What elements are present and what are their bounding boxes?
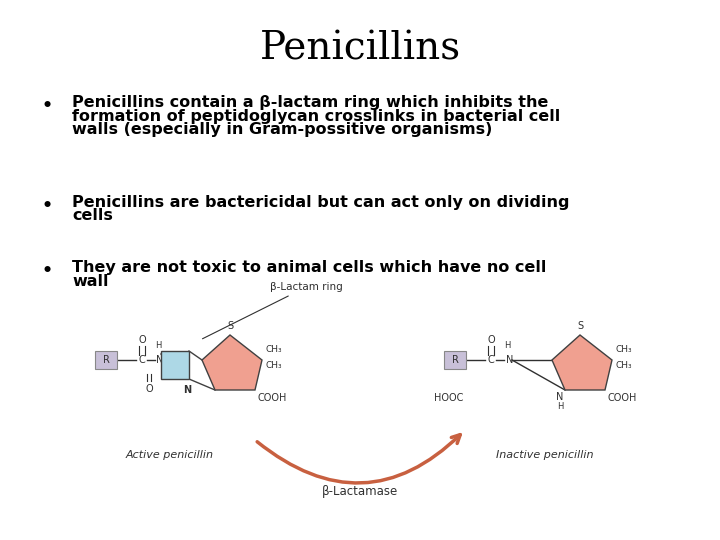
Text: wall: wall xyxy=(72,273,109,288)
FancyBboxPatch shape xyxy=(444,351,466,369)
Text: CH₃: CH₃ xyxy=(616,346,633,354)
Text: Active penicillin: Active penicillin xyxy=(126,450,214,460)
Polygon shape xyxy=(202,335,262,390)
Text: cells: cells xyxy=(72,208,113,224)
Text: O: O xyxy=(138,335,146,345)
Text: S: S xyxy=(577,321,583,331)
Text: formation of peptidoglycan crosslinks in bacterial cell: formation of peptidoglycan crosslinks in… xyxy=(72,109,560,124)
Polygon shape xyxy=(552,335,612,390)
Text: β-Lactamase: β-Lactamase xyxy=(322,485,398,498)
Text: N: N xyxy=(183,385,191,395)
Text: Penicillins contain a β-lactam ring which inhibits the: Penicillins contain a β-lactam ring whic… xyxy=(72,95,549,110)
Text: •: • xyxy=(42,262,53,280)
Text: C: C xyxy=(487,355,495,365)
Text: •: • xyxy=(42,97,53,115)
Text: N: N xyxy=(156,355,163,365)
Text: HOOC: HOOC xyxy=(433,393,463,403)
Text: N: N xyxy=(506,355,513,365)
Text: •: • xyxy=(42,197,53,215)
Text: H: H xyxy=(557,402,563,411)
Text: R: R xyxy=(102,355,109,365)
Text: Penicillins are bactericidal but can act only on dividing: Penicillins are bactericidal but can act… xyxy=(72,195,570,210)
Text: COOH: COOH xyxy=(258,393,287,403)
Text: COOH: COOH xyxy=(608,393,637,403)
Text: β-Lactam ring: β-Lactam ring xyxy=(202,282,343,339)
Text: Penicillins: Penicillins xyxy=(259,30,461,67)
Text: O: O xyxy=(487,335,495,345)
Text: They are not toxic to animal cells which have no cell: They are not toxic to animal cells which… xyxy=(72,260,546,275)
Polygon shape xyxy=(161,351,189,379)
Text: O: O xyxy=(145,384,153,394)
Text: H: H xyxy=(155,341,161,350)
Text: H: H xyxy=(504,341,510,350)
Text: C: C xyxy=(139,355,145,365)
Text: CH₃: CH₃ xyxy=(266,361,283,369)
Text: R: R xyxy=(451,355,459,365)
Text: Inactive penicillin: Inactive penicillin xyxy=(496,450,594,460)
Text: CH₃: CH₃ xyxy=(616,361,633,369)
Text: S: S xyxy=(227,321,233,331)
FancyBboxPatch shape xyxy=(95,351,117,369)
Text: walls (especially in Gram-possitive organisms): walls (especially in Gram-possitive orga… xyxy=(72,122,492,137)
Text: N: N xyxy=(557,392,564,402)
Text: CH₃: CH₃ xyxy=(266,346,283,354)
